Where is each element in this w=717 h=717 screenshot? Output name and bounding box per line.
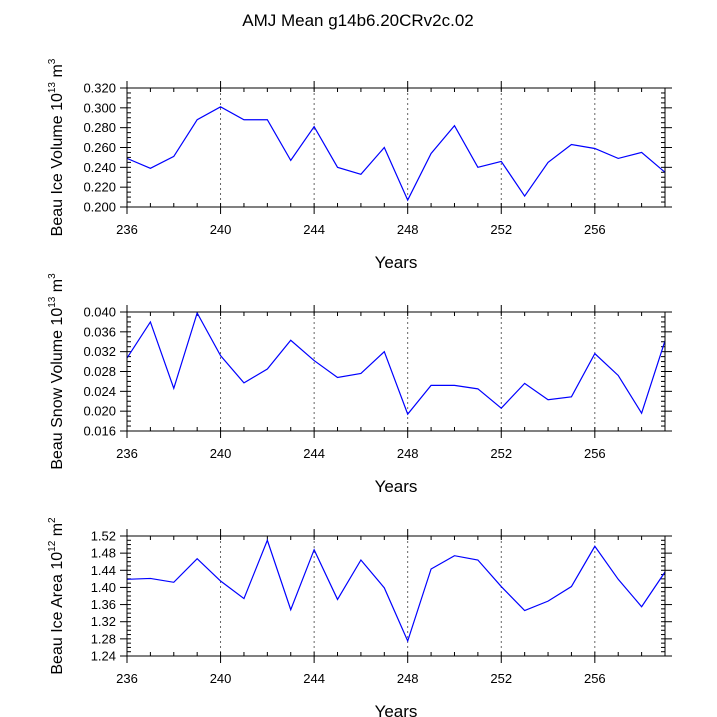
y-tick-label: 1.28 [91, 631, 116, 646]
y-axis-label: Beau Snow Volume 1013 m3 [47, 273, 66, 470]
y-tick-label: 0.280 [83, 120, 116, 135]
data-series-line [126, 311, 666, 416]
x-tick-label: 240 [210, 222, 232, 237]
x-axis-label: Years [375, 702, 418, 717]
x-tick-label: 248 [397, 446, 419, 461]
y-tick-label: 0.220 [83, 180, 116, 195]
x-tick-label: 244 [303, 222, 325, 237]
y-tick-label: 0.036 [83, 324, 116, 339]
y-tick-label: 0.260 [83, 140, 116, 155]
y-tick-label: 1.40 [91, 580, 116, 595]
panel-2: 236 240 244 248 252 256 0.016 0.020 0.024 0.028 0.… [47, 273, 672, 496]
y-tick-label: 0.032 [83, 344, 116, 359]
y-tick-label: 1.44 [91, 563, 116, 578]
data-series-line [126, 538, 666, 643]
y-tick-label: 0.040 [83, 305, 116, 320]
plot-frame [126, 87, 666, 208]
plot-frame [126, 311, 666, 432]
x-tick-label: 256 [584, 671, 606, 686]
x-tick-label: 252 [490, 222, 512, 237]
x-tick-label: 244 [303, 671, 325, 686]
x-tick-label: 248 [397, 222, 419, 237]
data-series-line [126, 106, 666, 202]
x-tick-label: 252 [490, 671, 512, 686]
x-tick-label: 252 [490, 446, 512, 461]
x-tick-label: 248 [397, 671, 419, 686]
x-axis-label: Years [375, 477, 418, 496]
y-tick-label: 0.024 [83, 384, 116, 399]
y-tick-label: 1.24 [91, 649, 116, 664]
y-tick-label: 1.36 [91, 597, 116, 612]
y-tick-label: 0.016 [83, 424, 116, 439]
x-tick-label: 240 [210, 446, 232, 461]
plot-frame [126, 535, 666, 657]
y-axis-label: Beau Ice Volume 1013 m3 [47, 58, 66, 236]
y-axis-label: Beau Ice Area 1012 m2 [47, 517, 66, 675]
x-tick-label: 236 [116, 446, 138, 461]
y-tick-label: 1.52 [91, 529, 116, 544]
y-tick-label: 0.200 [83, 200, 116, 215]
x-tick-label: 236 [116, 222, 138, 237]
y-tick-label: 0.028 [83, 364, 116, 379]
panel-3: 236 240 244 248 252 256 1.24 1.28 1.32 1.36 1.40 1.… [47, 517, 672, 717]
y-tick-label: 0.020 [83, 404, 116, 419]
x-axis-label: Years [375, 253, 418, 272]
figure-title: AMJ Mean g14b6.20CRv2c.02 [242, 11, 474, 30]
x-tick-label: 244 [303, 446, 325, 461]
x-tick-label: 236 [116, 671, 138, 686]
y-tick-label: 0.300 [83, 100, 116, 115]
y-tick-label: 1.32 [91, 614, 116, 629]
y-tick-label: 0.240 [83, 160, 116, 175]
panel-1: 236 240 244 248 252 256 0.200 0.220 0.240 0.260 0.… [47, 58, 672, 272]
y-tick-label: 1.48 [91, 546, 116, 561]
x-tick-label: 240 [210, 671, 232, 686]
x-tick-label: 256 [584, 446, 606, 461]
y-tick-label: 0.320 [83, 81, 116, 96]
x-tick-label: 256 [584, 222, 606, 237]
